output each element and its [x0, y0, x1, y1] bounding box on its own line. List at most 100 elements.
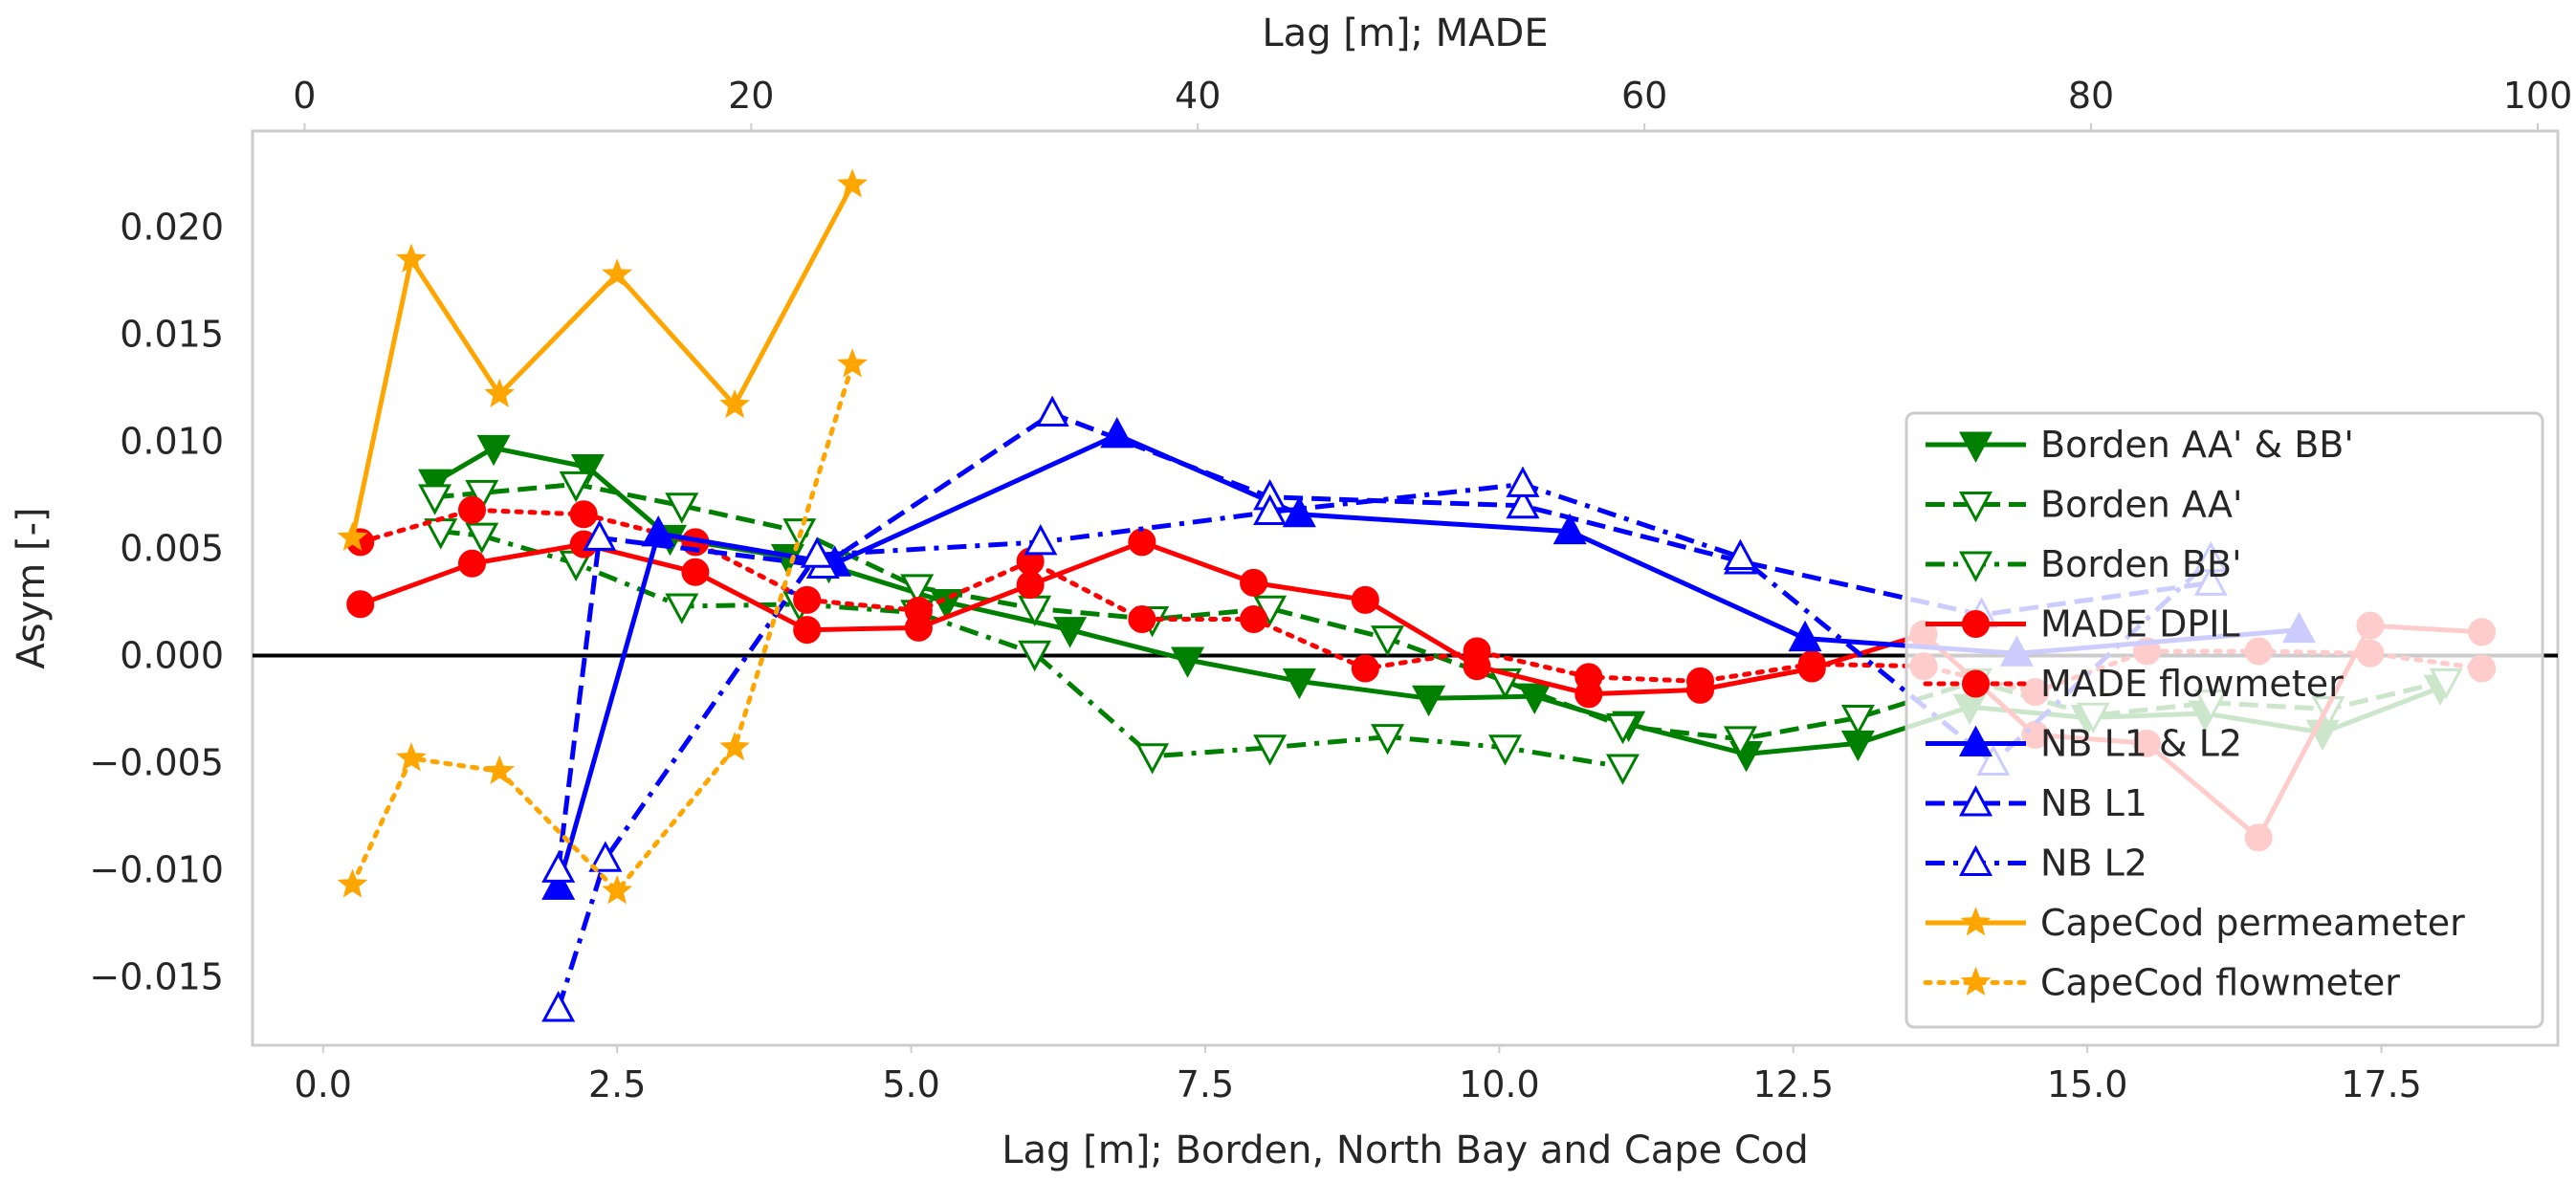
data-point — [837, 348, 869, 378]
series-9 — [337, 348, 869, 905]
legend-label: NB L1 & L2 — [2040, 723, 2242, 765]
x-tick-label: 5.0 — [882, 1063, 939, 1105]
legend-marker — [1958, 785, 1993, 817]
x-tick-label: 10.0 — [1459, 1063, 1540, 1105]
data-point — [396, 742, 427, 772]
data-point — [719, 732, 751, 761]
data-point — [1686, 667, 1715, 695]
data-point — [793, 585, 822, 614]
data-point — [465, 522, 499, 555]
data-point — [1723, 726, 1757, 757]
series-line-9 — [350, 361, 855, 894]
x-tick-label: 12.5 — [1752, 1063, 1834, 1105]
data-point — [900, 574, 935, 605]
legend-label: CapeCod flowmeter — [2040, 962, 2400, 1004]
y-axis-label: Asym [-] — [10, 507, 54, 668]
series-7 — [541, 466, 2228, 1022]
data-point — [719, 388, 751, 419]
legend-marker — [1960, 907, 1992, 936]
legend-label: Borden AA' & BB' — [2040, 424, 2354, 466]
data-point — [1035, 395, 1069, 427]
y-tick-label: −0.015 — [89, 955, 224, 997]
y-tick-label: 0.010 — [120, 421, 224, 463]
legend-entry: MADE DPIL — [1926, 603, 2240, 646]
data-point — [583, 519, 617, 551]
data-point — [665, 593, 699, 624]
data-point — [337, 868, 368, 898]
data-point — [1253, 493, 1288, 526]
data-point — [418, 469, 452, 501]
legend-entry: NB L2 — [1926, 843, 2147, 885]
legend-box — [1904, 411, 2544, 1029]
x2-axis-label: Lag [m]; MADE — [1262, 11, 1548, 55]
data-point — [1506, 487, 1540, 519]
series-8 — [337, 168, 869, 551]
legend-label: Borden AA' — [2040, 484, 2242, 526]
legend-marker — [1960, 966, 1992, 996]
data-point — [1412, 685, 1446, 717]
x-tick-label: 7.5 — [1177, 1063, 1234, 1105]
x2-tick-label: 0 — [293, 75, 316, 117]
legend-marker — [1958, 844, 1993, 876]
legend-entry: NB L1 — [1926, 782, 2147, 824]
data-point — [337, 521, 368, 551]
data-point — [1574, 663, 1603, 691]
legend-marker — [1958, 725, 1993, 756]
legend-label: NB L2 — [2040, 843, 2147, 885]
x2-tick-label: 60 — [1621, 75, 1667, 117]
data-point — [1128, 528, 1156, 557]
legend-entry: Borden AA' — [1926, 484, 2242, 526]
data-point — [1723, 538, 1757, 571]
data-point — [457, 495, 486, 524]
x-tick-label: 0.0 — [295, 1063, 352, 1105]
legend-label: MADE flowmeter — [2040, 663, 2344, 705]
data-point — [484, 755, 516, 785]
legend-entry: Borden AA' & BB' — [1926, 424, 2354, 466]
data-point — [1351, 654, 1379, 683]
data-point — [800, 536, 834, 568]
legend-entry: NB L1 & L2 — [1926, 723, 2242, 765]
data-point — [1016, 571, 1045, 600]
legend-marker — [1958, 551, 1993, 582]
data-point — [793, 616, 822, 645]
legend-entry: MADE flowmeter — [1923, 663, 2344, 705]
data-point — [1053, 617, 1088, 648]
y-tick-label: 0.020 — [120, 207, 224, 249]
data-point — [588, 841, 623, 872]
data-point — [1605, 712, 1640, 745]
data-point — [465, 479, 499, 512]
data-point — [1282, 668, 1316, 700]
data-point — [1371, 724, 1405, 755]
data-point — [1463, 637, 1491, 666]
x2-tick-label: 80 — [2068, 75, 2114, 117]
y-tick-label: 0.015 — [120, 314, 224, 356]
y-tick-label: −0.010 — [89, 848, 224, 890]
data-point — [1240, 568, 1268, 597]
x-axis-label: Lag [m]; Borden, North Bay and Cape Cod — [1002, 1128, 1809, 1172]
data-point — [541, 991, 576, 1022]
data-point — [837, 168, 869, 198]
legend-label: MADE DPIL — [2040, 603, 2240, 646]
data-point — [346, 590, 375, 619]
legend-entry: CapeCod permeameter — [1926, 902, 2465, 944]
legend-label: Borden BB' — [2040, 543, 2242, 585]
legend-marker — [1962, 669, 1990, 698]
x-tick-label: 2.5 — [588, 1063, 646, 1105]
data-point — [541, 851, 576, 883]
data-point — [541, 868, 576, 900]
legend-marker — [1958, 492, 1993, 523]
data-point — [570, 454, 605, 486]
y-tick-label: 0.000 — [120, 635, 224, 677]
x-tick-label: 17.5 — [2341, 1063, 2422, 1105]
data-point — [1788, 620, 1822, 652]
legend-marker — [1962, 610, 1990, 638]
x2-tick-label: 20 — [728, 75, 774, 117]
legend-label: NB L1 — [2040, 782, 2147, 824]
data-point — [1506, 466, 1540, 497]
data-point — [1371, 625, 1405, 657]
data-point — [904, 597, 933, 625]
data-point — [484, 378, 516, 407]
data-point — [1135, 743, 1170, 775]
data-point — [1351, 585, 1379, 614]
